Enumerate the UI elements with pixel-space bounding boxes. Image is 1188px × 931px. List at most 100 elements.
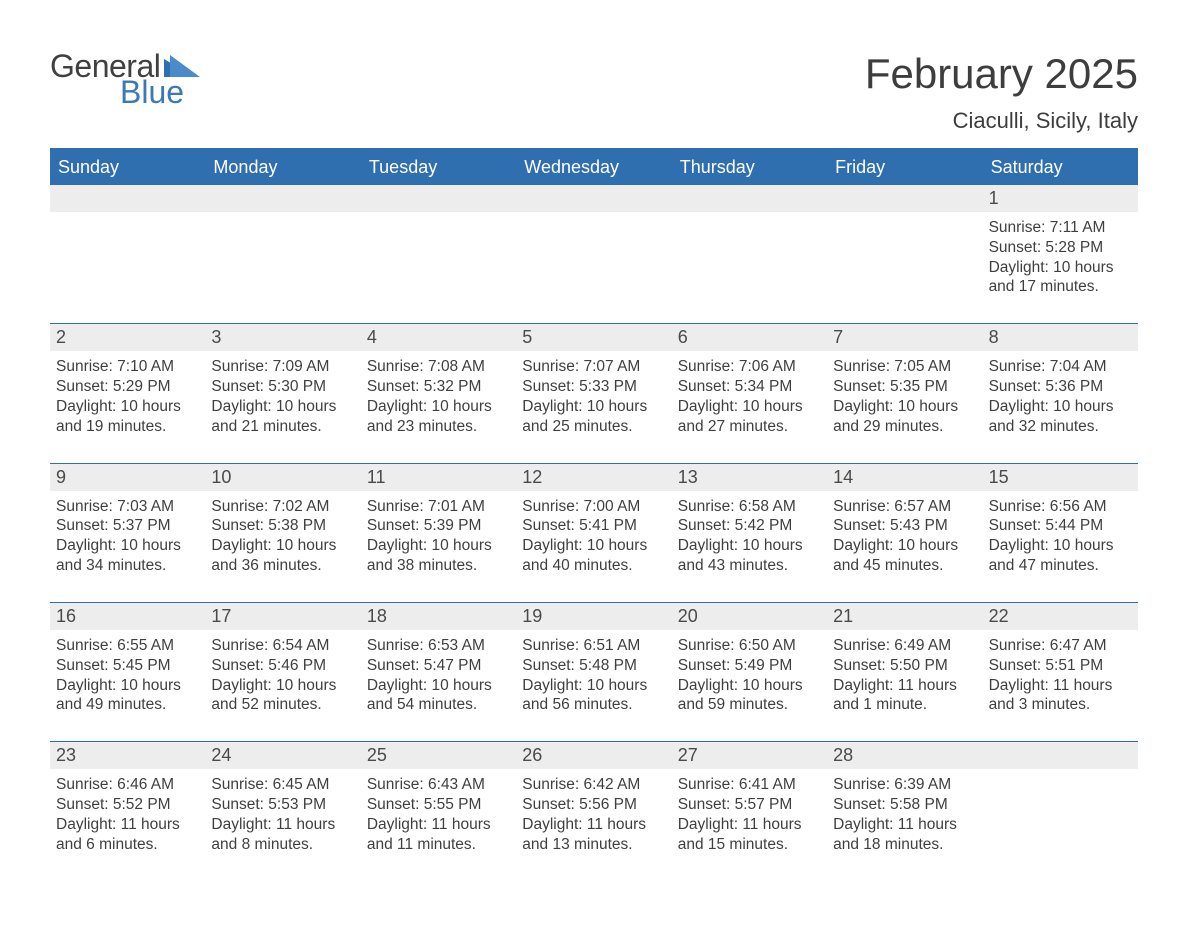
sunrise-text: Sunrise: 6:55 AM: [56, 636, 199, 656]
day-details: Sunrise: 7:04 AMSunset: 5:36 PMDaylight:…: [983, 351, 1138, 462]
sunrise-text: Sunrise: 7:04 AM: [989, 357, 1132, 377]
daylight-text: Daylight: 11 hours and 3 minutes.: [989, 676, 1132, 716]
sunrise-text: Sunrise: 7:01 AM: [367, 497, 510, 517]
sunset-text: Sunset: 5:52 PM: [56, 795, 199, 815]
daylight-text: Daylight: 10 hours and 40 minutes.: [522, 536, 665, 576]
day-details: Sunrise: 7:05 AMSunset: 5:35 PMDaylight:…: [827, 351, 982, 462]
logo: General Blue: [50, 50, 200, 108]
sunset-text: Sunset: 5:30 PM: [211, 377, 354, 397]
sunset-text: Sunset: 5:38 PM: [211, 516, 354, 536]
day-details: Sunrise: 7:09 AMSunset: 5:30 PMDaylight:…: [205, 351, 360, 462]
sunset-text: Sunset: 5:29 PM: [56, 377, 199, 397]
day-number: 16: [50, 603, 205, 630]
day-number: 12: [516, 464, 671, 491]
day-number: 3: [205, 324, 360, 351]
week-row: 1 Sunrise: 7:11 AMSunset: 5:28 PMDaylight…: [50, 185, 1138, 323]
sunrise-text: Sunrise: 6:45 AM: [211, 775, 354, 795]
sunrise-text: Sunrise: 6:41 AM: [678, 775, 821, 795]
sunrise-text: Sunrise: 6:49 AM: [833, 636, 976, 656]
daylight-text: Daylight: 10 hours and 34 minutes.: [56, 536, 199, 576]
sunset-text: Sunset: 5:42 PM: [678, 516, 821, 536]
sunrise-text: Sunrise: 7:07 AM: [522, 357, 665, 377]
day-number: 9: [50, 464, 205, 491]
daylight-text: Daylight: 10 hours and 36 minutes.: [211, 536, 354, 576]
sunrise-text: Sunrise: 7:03 AM: [56, 497, 199, 517]
sunrise-text: Sunrise: 6:42 AM: [522, 775, 665, 795]
day-number: 26: [516, 742, 671, 769]
day-details: Sunrise: 6:43 AMSunset: 5:55 PMDaylight:…: [361, 769, 516, 880]
sunset-text: Sunset: 5:39 PM: [367, 516, 510, 536]
calendar: SundayMondayTuesdayWednesdayThursdayFrid…: [50, 148, 1138, 881]
day-number: 17: [205, 603, 360, 630]
weekday-header: Monday: [205, 150, 360, 185]
empty-cell: [205, 212, 360, 323]
empty-cell: [672, 185, 827, 212]
day-details: Sunrise: 6:49 AMSunset: 5:50 PMDaylight:…: [827, 630, 982, 741]
weekday-header: Sunday: [50, 150, 205, 185]
location: Ciaculli, Sicily, Italy: [865, 108, 1138, 134]
day-number: 20: [672, 603, 827, 630]
sunrise-text: Sunrise: 7:02 AM: [211, 497, 354, 517]
daylight-text: Daylight: 10 hours and 49 minutes.: [56, 676, 199, 716]
day-number: 15: [983, 464, 1138, 491]
day-number: 19: [516, 603, 671, 630]
day-number: 22: [983, 603, 1138, 630]
daylight-text: Daylight: 10 hours and 21 minutes.: [211, 397, 354, 437]
day-details: Sunrise: 7:03 AMSunset: 5:37 PMDaylight:…: [50, 491, 205, 602]
sunrise-text: Sunrise: 6:58 AM: [678, 497, 821, 517]
daynum-row: 16171819202122: [50, 603, 1138, 630]
sunset-text: Sunset: 5:34 PM: [678, 377, 821, 397]
weekday-header-row: SundayMondayTuesdayWednesdayThursdayFrid…: [50, 150, 1138, 185]
daylight-text: Daylight: 11 hours and 6 minutes.: [56, 815, 199, 855]
sunset-text: Sunset: 5:37 PM: [56, 516, 199, 536]
day-number: 4: [361, 324, 516, 351]
sunset-text: Sunset: 5:49 PM: [678, 656, 821, 676]
weekday-header: Thursday: [672, 150, 827, 185]
day-number: 1: [983, 185, 1138, 212]
day-number: 13: [672, 464, 827, 491]
day-number: 7: [827, 324, 982, 351]
day-number: 11: [361, 464, 516, 491]
weekday-header: Friday: [827, 150, 982, 185]
sunrise-text: Sunrise: 7:00 AM: [522, 497, 665, 517]
empty-cell: [672, 212, 827, 323]
empty-cell: [50, 212, 205, 323]
daylight-text: Daylight: 10 hours and 23 minutes.: [367, 397, 510, 437]
daynum-row: 1: [50, 185, 1138, 212]
empty-cell: [827, 185, 982, 212]
sunrise-text: Sunrise: 6:56 AM: [989, 497, 1132, 517]
sunset-text: Sunset: 5:45 PM: [56, 656, 199, 676]
daylight-text: Daylight: 10 hours and 59 minutes.: [678, 676, 821, 716]
empty-cell: [361, 185, 516, 212]
day-number: 27: [672, 742, 827, 769]
sunrise-text: Sunrise: 7:10 AM: [56, 357, 199, 377]
sunset-text: Sunset: 5:35 PM: [833, 377, 976, 397]
daylight-text: Daylight: 11 hours and 15 minutes.: [678, 815, 821, 855]
day-number: 8: [983, 324, 1138, 351]
week-row: 9101112131415Sunrise: 7:03 AMSunset: 5:3…: [50, 463, 1138, 602]
sunrise-text: Sunrise: 7:11 AM: [989, 218, 1132, 238]
sunset-text: Sunset: 5:28 PM: [989, 238, 1132, 258]
day-details: Sunrise: 6:47 AMSunset: 5:51 PMDaylight:…: [983, 630, 1138, 741]
sunrise-text: Sunrise: 7:09 AM: [211, 357, 354, 377]
sunrise-text: Sunrise: 6:43 AM: [367, 775, 510, 795]
week-row: 16171819202122Sunrise: 6:55 AMSunset: 5:…: [50, 602, 1138, 741]
sunrise-text: Sunrise: 6:53 AM: [367, 636, 510, 656]
daylight-text: Daylight: 10 hours and 52 minutes.: [211, 676, 354, 716]
details-row: Sunrise: 7:03 AMSunset: 5:37 PMDaylight:…: [50, 491, 1138, 602]
day-details: Sunrise: 6:41 AMSunset: 5:57 PMDaylight:…: [672, 769, 827, 880]
weekday-header: Wednesday: [516, 150, 671, 185]
sunset-text: Sunset: 5:32 PM: [367, 377, 510, 397]
day-number: 25: [361, 742, 516, 769]
daylight-text: Daylight: 10 hours and 43 minutes.: [678, 536, 821, 576]
daylight-text: Daylight: 10 hours and 17 minutes.: [989, 258, 1132, 298]
sunset-text: Sunset: 5:51 PM: [989, 656, 1132, 676]
week-row: 2345678Sunrise: 7:10 AMSunset: 5:29 PMDa…: [50, 323, 1138, 462]
day-details: Sunrise: 6:54 AMSunset: 5:46 PMDaylight:…: [205, 630, 360, 741]
day-details: Sunrise: 6:45 AMSunset: 5:53 PMDaylight:…: [205, 769, 360, 880]
empty-cell: [983, 769, 1138, 880]
weekday-header: Saturday: [983, 150, 1138, 185]
day-details: Sunrise: 6:57 AMSunset: 5:43 PMDaylight:…: [827, 491, 982, 602]
day-number: 23: [50, 742, 205, 769]
daylight-text: Daylight: 10 hours and 47 minutes.: [989, 536, 1132, 576]
